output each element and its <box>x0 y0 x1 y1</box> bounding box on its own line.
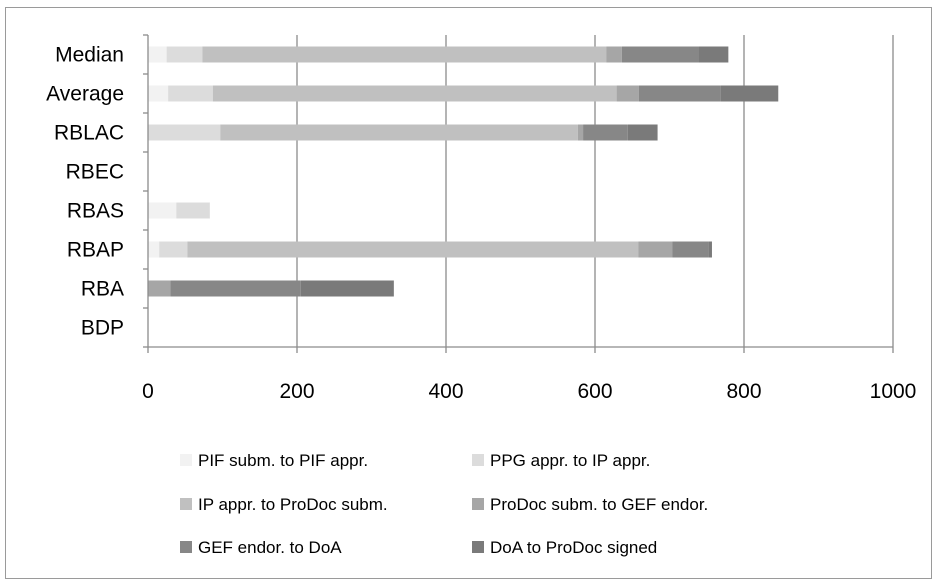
legend-entry: GEF endor. to DoA <box>198 538 342 557</box>
legend-entry: DoA to ProDoc signed <box>490 538 657 557</box>
bar-segment <box>220 124 578 141</box>
bar-segment <box>212 85 617 102</box>
legend-swatch <box>180 454 192 466</box>
x-tick-label: 200 <box>279 380 314 403</box>
category-label: Median <box>55 44 124 67</box>
legend-swatch <box>472 454 484 466</box>
bar-segment <box>187 241 639 258</box>
chart-frame <box>5 7 932 579</box>
x-tick-labels: 0 200 400 600 800 1000 <box>142 380 916 403</box>
bar-segment <box>638 241 673 258</box>
bar-segment <box>698 46 729 63</box>
category-label: RBA <box>81 278 124 301</box>
category-label: RBLAC <box>54 122 124 145</box>
bar-segment <box>148 202 177 219</box>
category-labels: BDP RBA RBAP RBAS RBEC RBLAC Average Median <box>46 44 124 340</box>
legend-swatch <box>180 541 192 553</box>
x-tick-label: 800 <box>726 380 761 403</box>
bar-segment <box>577 124 584 141</box>
x-tick-label: 0 <box>142 380 154 403</box>
category-label: RBEC <box>66 161 124 184</box>
bar-segment <box>168 85 213 102</box>
legend-entry: PPG appr. to IP appr. <box>490 451 650 470</box>
category-label: RBAS <box>67 200 124 223</box>
bar-segment <box>148 85 169 102</box>
bar-segment <box>170 280 301 297</box>
bar-segment <box>616 85 639 102</box>
bar-segment <box>638 85 721 102</box>
x-tick-label: 600 <box>577 380 612 403</box>
legend-entry: ProDoc subm. to GEF endor. <box>490 495 708 514</box>
bar-segment <box>159 241 188 258</box>
axes <box>143 34 894 353</box>
bars <box>148 46 779 297</box>
bar-segment <box>148 280 171 297</box>
bar-segment <box>166 46 203 63</box>
bar-segment <box>148 46 167 63</box>
bar-segment <box>202 46 607 63</box>
bar-segment <box>606 46 622 63</box>
category-label: BDP <box>81 317 124 340</box>
x-tick-label: 400 <box>428 380 463 403</box>
bar-segment <box>672 241 709 258</box>
legend-swatch <box>472 498 484 510</box>
bar-segment <box>300 280 394 297</box>
bar-segment <box>708 241 712 258</box>
legend-entry: PIF subm. to PIF appr. <box>198 451 368 470</box>
bar-segment <box>176 202 210 219</box>
legend-entry: IP appr. to ProDoc subm. <box>198 495 388 514</box>
bar-segment <box>148 241 160 258</box>
bar-segment <box>720 85 779 102</box>
legend: PIF subm. to PIF appr. PPG appr. to IP ap… <box>180 451 708 557</box>
legend-swatch <box>472 541 484 553</box>
bar-segment <box>583 124 628 141</box>
x-tick-label: 1000 <box>870 380 917 403</box>
bar-segment <box>621 46 699 63</box>
category-label: RBAP <box>67 239 124 262</box>
gridlines <box>296 35 894 347</box>
legend-swatch <box>180 498 192 510</box>
category-label: Average <box>46 83 124 106</box>
bar-segment <box>148 124 221 141</box>
bar-segment <box>627 124 658 141</box>
